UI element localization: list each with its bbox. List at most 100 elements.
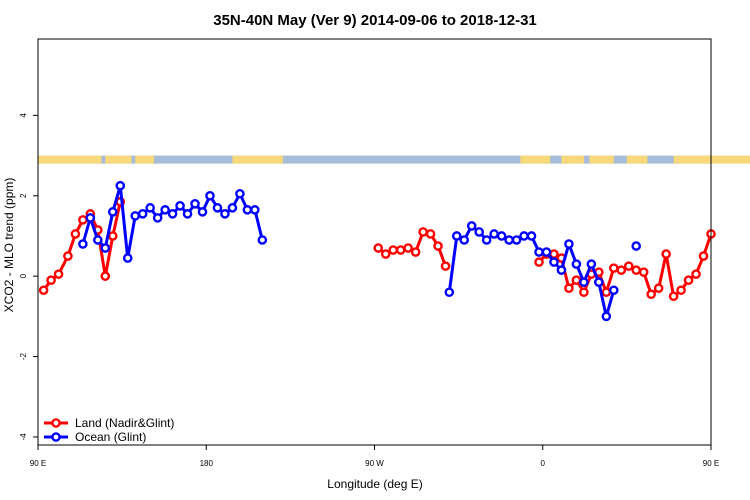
- land-band: [626, 155, 648, 164]
- data-point: [107, 207, 118, 217]
- data-point: [489, 229, 499, 239]
- x-tick-label: 90 E: [703, 459, 719, 468]
- data-point: [504, 235, 514, 245]
- data-point: [459, 235, 470, 245]
- data-point: [608, 285, 619, 296]
- data-point: [571, 275, 582, 285]
- series-layer: [38, 180, 716, 322]
- data-point: [235, 188, 245, 199]
- data-point: [212, 203, 223, 213]
- data-point: [608, 263, 619, 273]
- data-point: [586, 259, 597, 269]
- y-tick-label: 4: [19, 113, 28, 118]
- data-point: [403, 243, 413, 253]
- plot-frame: [37, 38, 712, 446]
- chart-title: 35N-40N May (Ver 9) 2014-09-06 to 2018-1…: [213, 12, 537, 29]
- data-point: [205, 190, 215, 201]
- ocean-band: [38, 155, 711, 164]
- data-point: [676, 285, 686, 296]
- data-point: [534, 257, 544, 267]
- data-point: [564, 239, 574, 249]
- legend-swatch-marker: [51, 418, 61, 428]
- data-point: [683, 275, 694, 285]
- data-point: [70, 229, 81, 239]
- legend: Land (Nadir&Glint)Ocean (Glint): [44, 416, 174, 444]
- data-point: [511, 235, 522, 245]
- data-point: [541, 247, 552, 257]
- data-point: [410, 247, 421, 257]
- data-point: [250, 205, 260, 215]
- data-point: [130, 211, 141, 221]
- data-point: [601, 287, 612, 298]
- series-ocean: [78, 180, 642, 322]
- data-point: [78, 239, 88, 249]
- data-point: [425, 229, 436, 239]
- data-point: [190, 199, 200, 209]
- data-point: [78, 215, 88, 225]
- data-point: [38, 285, 49, 296]
- land-band: [589, 155, 614, 164]
- land-band: [561, 155, 584, 164]
- data-point: [418, 227, 428, 237]
- data-point: [646, 289, 656, 300]
- x-axis: 90 E 180 90 W 0 90 E: [30, 445, 719, 468]
- data-point: [440, 261, 451, 271]
- data-point: [167, 209, 178, 219]
- data-point: [623, 261, 634, 271]
- land-band: [105, 155, 132, 164]
- data-point: [451, 231, 462, 241]
- data-point: [638, 267, 649, 277]
- data-point: [579, 277, 589, 287]
- data-point: [668, 291, 679, 302]
- x-tick-label: 90 E: [30, 459, 46, 468]
- data-point: [616, 265, 627, 275]
- data-point: [594, 277, 604, 287]
- x-tick-label: 90 W: [365, 459, 384, 468]
- data-point: [556, 265, 567, 275]
- data-point: [444, 287, 455, 298]
- data-point: [496, 231, 507, 241]
- data-point: [53, 269, 64, 279]
- data-point: [227, 203, 238, 213]
- data-point: [122, 253, 133, 263]
- data-point: [526, 231, 537, 241]
- data-point: [519, 231, 529, 241]
- data-point: [242, 205, 253, 215]
- data-point: [395, 245, 406, 255]
- x-tick-label: 0: [541, 459, 546, 468]
- data-point: [601, 311, 612, 322]
- data-point: [160, 205, 170, 215]
- y-tick-label: -2: [19, 352, 28, 360]
- y-tick-label: 2: [19, 193, 28, 198]
- land-band: [232, 155, 283, 164]
- data-point: [653, 283, 664, 294]
- data-point: [698, 251, 709, 261]
- data-point: [115, 180, 126, 191]
- data-point: [691, 269, 701, 279]
- data-point: [631, 265, 642, 275]
- land-band: [520, 155, 551, 164]
- surface-type-bar: [38, 155, 750, 164]
- data-point: [433, 241, 443, 251]
- data-point: [93, 235, 103, 245]
- y-tick-label: 0: [19, 273, 28, 278]
- x-axis-label: Longitude (deg E): [327, 477, 422, 491]
- land-band: [135, 155, 154, 164]
- data-point: [137, 209, 148, 219]
- data-point: [661, 249, 671, 259]
- data-point: [100, 243, 111, 253]
- y-axis-label: XCO2 - MLO trend (ppm): [2, 178, 16, 313]
- data-point: [631, 241, 642, 251]
- data-point: [380, 249, 391, 259]
- data-point: [85, 213, 96, 223]
- data-point: [100, 271, 111, 281]
- data-point: [152, 213, 163, 223]
- data-point: [197, 207, 208, 217]
- x-tick-label: 180: [200, 459, 214, 468]
- data-point: [481, 235, 492, 245]
- data-point: [549, 257, 559, 267]
- data-point: [579, 287, 589, 298]
- data-point: [182, 209, 193, 219]
- data-point: [145, 203, 155, 213]
